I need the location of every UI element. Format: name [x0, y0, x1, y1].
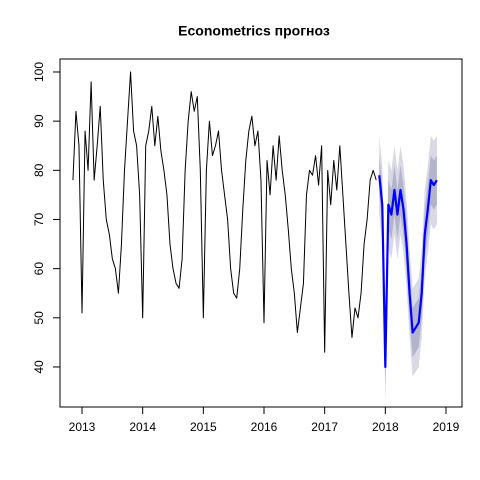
y-tick-label: 80	[32, 163, 46, 177]
x-tick-label: 2017	[311, 420, 338, 434]
x-tick-label: 2014	[129, 420, 156, 434]
x-tick-label: 2015	[190, 420, 217, 434]
series-line	[72, 71, 377, 353]
series-line	[378, 175, 438, 369]
chart-title: Econometrics прогноз	[178, 23, 330, 39]
x-tick-label: 2019	[433, 420, 460, 434]
y-tick-label: 90	[32, 114, 46, 128]
x-tick-label: 2016	[251, 420, 278, 434]
y-tick-label: 60	[32, 262, 46, 276]
y-tick-label: 50	[32, 311, 46, 325]
y-tick-label: 70	[32, 212, 46, 226]
y-tick-label: 100	[32, 62, 46, 82]
y-tick-label: 40	[32, 360, 46, 374]
x-tick-label: 2018	[372, 420, 399, 434]
x-tick-label: 2013	[69, 420, 96, 434]
